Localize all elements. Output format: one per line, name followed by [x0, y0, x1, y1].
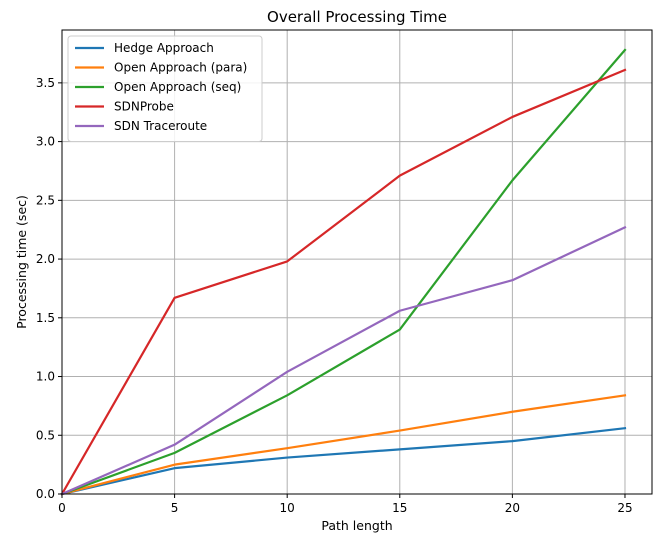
chart-title: Overall Processing Time: [267, 8, 447, 26]
legend-label: Hedge Approach: [114, 41, 214, 55]
legend-label: Open Approach (para): [114, 61, 247, 75]
y-tick-label: 1.5: [36, 311, 55, 325]
series-line-open-approach-para: [60, 394, 627, 496]
series-line-open-approach-seq: [60, 48, 627, 496]
x-tick-label: 25: [617, 501, 632, 515]
x-tick-label: 20: [505, 501, 520, 515]
y-tick-label: 3.5: [36, 76, 55, 90]
x-tick-label: 0: [58, 501, 66, 515]
y-axis-label: Processing time (sec): [14, 195, 29, 329]
legend: Hedge Approach Open Approach (para) Open A…: [67, 35, 263, 142]
x-tick-label: 5: [171, 501, 179, 515]
x-axis-label: Path length: [321, 518, 392, 533]
legend-label: Open Approach (seq): [114, 80, 241, 94]
x-tick-label: 15: [392, 501, 407, 515]
series-line-hedge-approach: [60, 426, 627, 496]
x-tick-label: 10: [280, 501, 295, 515]
series-lines: [60, 48, 627, 496]
series-line-sdn-traceroute: [60, 225, 627, 496]
plot-frame: [61, 29, 653, 495]
y-tick-label: 0.0: [36, 487, 55, 501]
y-tick-label: 2.0: [36, 252, 55, 266]
legend-label: SDNProbe: [114, 100, 174, 114]
legend-box: [67, 35, 263, 142]
y-tick-label: 3.0: [36, 135, 55, 149]
y-tick-label: 2.5: [36, 193, 55, 207]
legend-label: SDN Traceroute: [114, 119, 207, 133]
series-line-sdnprobe: [60, 68, 627, 496]
y-tick-label: 1.0: [36, 370, 55, 384]
y-tick-label: 0.5: [36, 428, 55, 442]
axis-ticks: 0 5 10 15 20 25 0.0 0.5 1.0 1.5 2.0 2.5 3.0 3.5: [36, 76, 633, 515]
